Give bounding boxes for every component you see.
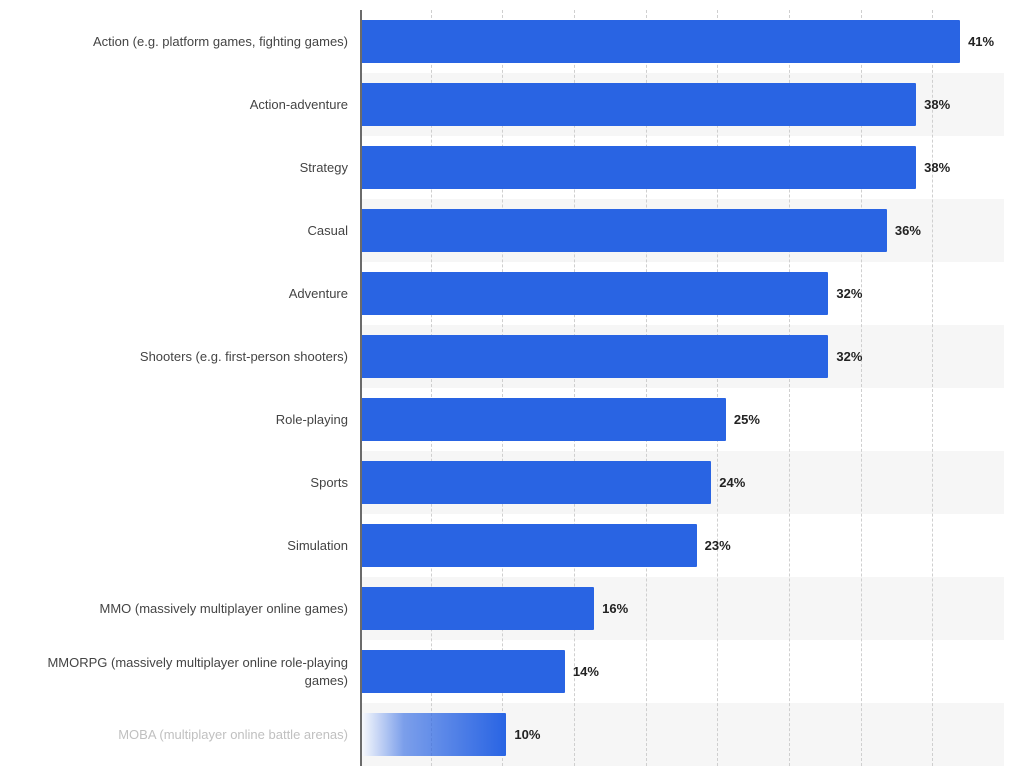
bar bbox=[360, 398, 726, 441]
bar-value: 32% bbox=[836, 349, 862, 364]
category-label: Action (e.g. platform games, fighting ga… bbox=[10, 33, 360, 51]
bar-value: 14% bbox=[573, 664, 599, 679]
category-label: Casual bbox=[10, 222, 360, 240]
bar-value: 38% bbox=[924, 97, 950, 112]
bar-value: 25% bbox=[734, 412, 760, 427]
bar bbox=[360, 461, 711, 504]
bar-value: 24% bbox=[719, 475, 745, 490]
category-label: Strategy bbox=[10, 159, 360, 177]
bar-value: 32% bbox=[836, 286, 862, 301]
category-label: MOBA (multiplayer online battle arenas) bbox=[10, 726, 360, 744]
bar bbox=[360, 272, 828, 315]
bars: 41% 38% 38% 36% 32% 32% 25% 24% 23% 16% 14% 10% bbox=[360, 10, 1004, 766]
bar-value: 10% bbox=[514, 727, 540, 742]
bar bbox=[360, 335, 828, 378]
plot-area: 41% 38% 38% 36% 32% 32% 25% 24% 23% 16% 14% 10% bbox=[360, 10, 1004, 766]
y-axis-labels: Action (e.g. platform games, fighting ga… bbox=[10, 10, 360, 766]
bar bbox=[360, 20, 960, 63]
category-label: MMO (massively multiplayer online games) bbox=[10, 600, 360, 618]
category-label: Role-playing bbox=[10, 411, 360, 429]
bar-value: 41% bbox=[968, 34, 994, 49]
category-label: Simulation bbox=[10, 537, 360, 555]
category-label: Sports bbox=[10, 474, 360, 492]
bar bbox=[360, 146, 916, 189]
bar-value: 23% bbox=[705, 538, 731, 553]
category-label: Action-adventure bbox=[10, 96, 360, 114]
category-label: Shooters (e.g. first-person shooters) bbox=[10, 348, 360, 366]
y-axis-line bbox=[360, 10, 362, 766]
category-label: Adventure bbox=[10, 285, 360, 303]
bar bbox=[360, 83, 916, 126]
bar bbox=[360, 587, 594, 630]
bar-value: 36% bbox=[895, 223, 921, 238]
bar-value: 16% bbox=[602, 601, 628, 616]
bar bbox=[360, 650, 565, 693]
category-label: MMORPG (massively multiplayer online rol… bbox=[10, 654, 360, 689]
bar bbox=[360, 209, 887, 252]
bar bbox=[360, 713, 506, 756]
bar bbox=[360, 524, 697, 567]
bar-chart: Action (e.g. platform games, fighting ga… bbox=[10, 10, 1004, 766]
bar-value: 38% bbox=[924, 160, 950, 175]
